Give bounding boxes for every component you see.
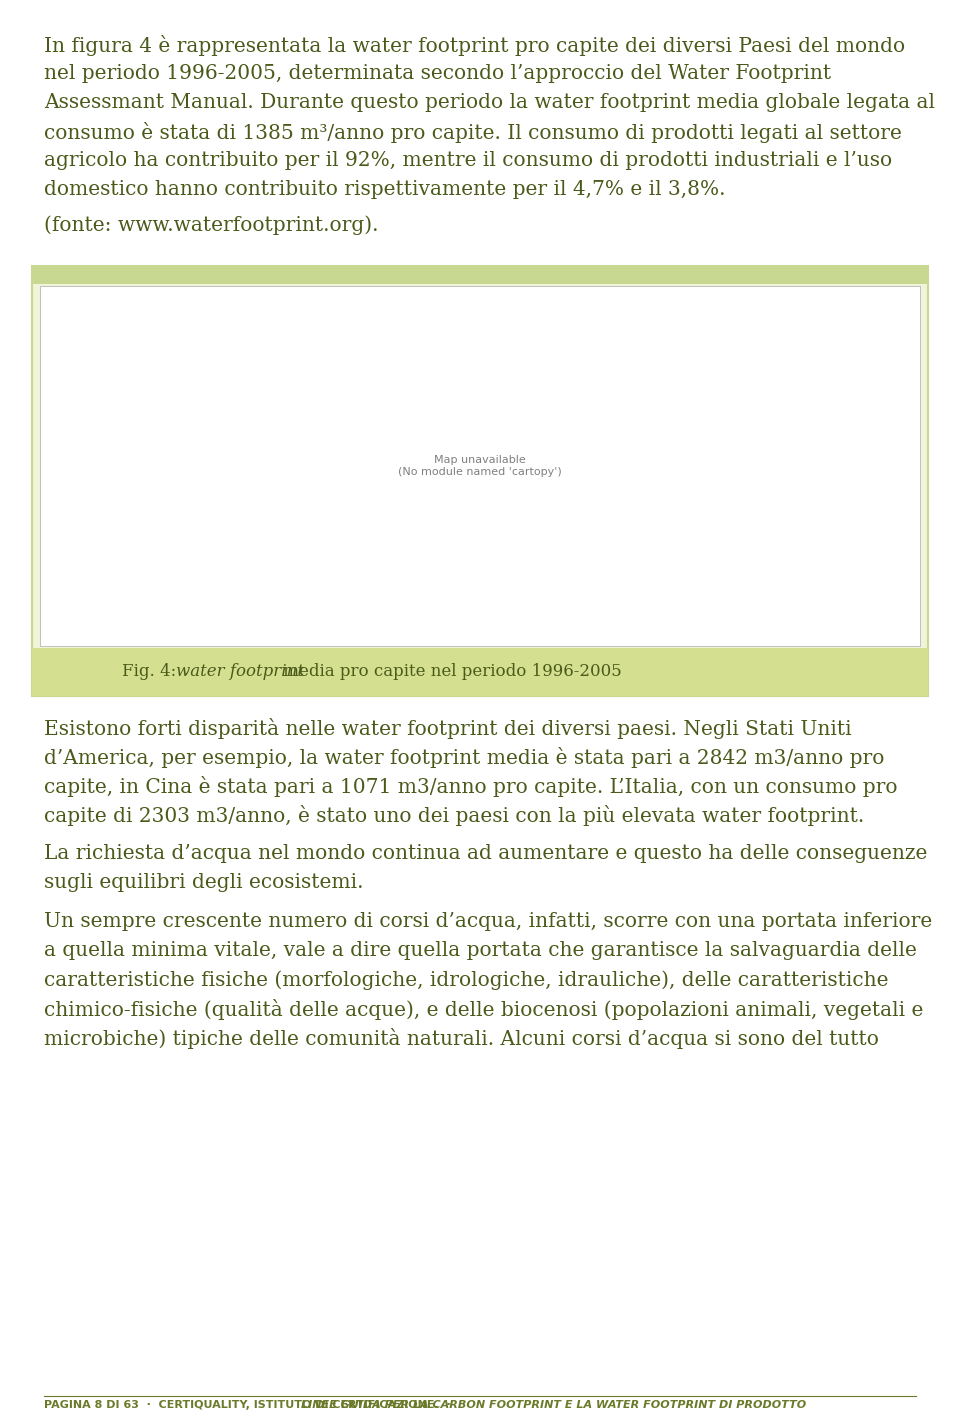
- Text: nel periodo 1996-2005, determinata secondo l’approccio del Water Footprint: nel periodo 1996-2005, determinata secon…: [44, 64, 831, 83]
- Text: media pro capite nel periodo 1996-2005: media pro capite nel periodo 1996-2005: [278, 664, 622, 681]
- Text: Un sempre crescente numero di corsi d’acqua, infatti, scorre con una portata inf: Un sempre crescente numero di corsi d’ac…: [44, 912, 932, 931]
- Text: Assessmant Manual. Durante questo periodo la water footprint media globale legat: Assessmant Manual. Durante questo period…: [44, 93, 935, 111]
- Text: Fig. 4:: Fig. 4:: [122, 664, 181, 681]
- Bar: [40, 286, 920, 645]
- Bar: [32, 266, 928, 695]
- Text: chimico-fisiche (qualità delle acque), e delle biocenosi (popolazioni animali, v: chimico-fisiche (qualità delle acque), e…: [44, 1000, 924, 1020]
- Text: agricolo ha contribuito per il 92%, mentre il consumo di prodotti industriali e : agricolo ha contribuito per il 92%, ment…: [44, 151, 892, 170]
- Text: caratteristiche fisiche (morfologiche, idrologiche, idrauliche), delle caratteri: caratteristiche fisiche (morfologiche, i…: [44, 970, 889, 990]
- Text: capite di 2303 m3/anno, è stato uno dei paesi con la più elevata water footprint: capite di 2303 m3/anno, è stato uno dei …: [44, 805, 864, 825]
- Text: domestico hanno contribuito rispettivamente per il 4,7% e il 3,8%.: domestico hanno contribuito rispettivame…: [44, 180, 726, 198]
- Text: d’America, per esempio, la water footprint media è stata pari a 2842 m3/anno pro: d’America, per esempio, la water footpri…: [44, 747, 884, 768]
- Text: LINEE GUIDA PER LA CARBON FOOTPRINT E LA WATER FOOTPRINT DI PRODOTTO: LINEE GUIDA PER LA CARBON FOOTPRINT E LA…: [301, 1399, 806, 1409]
- Text: consumo è stata di 1385 m³/anno pro capite. Il consumo di prodotti legati al set: consumo è stata di 1385 m³/anno pro capi…: [44, 121, 901, 143]
- Text: sugli equilibri degli ecosistemi.: sugli equilibri degli ecosistemi.: [44, 873, 364, 892]
- Text: water footprint: water footprint: [177, 664, 304, 681]
- Text: In figura 4 è rappresentata la water footprint pro capite dei diversi Paesi del : In figura 4 è rappresentata la water foo…: [44, 36, 905, 56]
- Text: Esistono forti disparità nelle water footprint dei diversi paesi. Negli Stati Un: Esistono forti disparità nelle water foo…: [44, 718, 852, 740]
- Text: a quella minima vitale, vale a dire quella portata che garantisce la salvaguardi: a quella minima vitale, vale a dire quel…: [44, 941, 917, 960]
- Text: La richiesta d’acqua nel mondo continua ad aumentare e questo ha delle conseguen: La richiesta d’acqua nel mondo continua …: [44, 844, 927, 863]
- Text: microbiche) tipiche delle comunità naturali. Alcuni corsi d’acqua si sono del tu: microbiche) tipiche delle comunità natur…: [44, 1028, 878, 1050]
- Text: PAGINA 8 DI 63  ·  CERTIQUALITY, ISTITUTO DI CERTIFICAZIONE.  ·: PAGINA 8 DI 63 · CERTIQUALITY, ISTITUTO …: [44, 1399, 459, 1409]
- Text: Map unavailable
(No module named 'cartopy'): Map unavailable (No module named 'cartop…: [398, 456, 562, 477]
- Bar: [32, 648, 928, 695]
- Bar: [32, 266, 928, 284]
- Text: capite, in Cina è stata pari a 1071 m3/anno pro capite. L’Italia, con un consumo: capite, in Cina è stata pari a 1071 m3/a…: [44, 775, 898, 797]
- Text: (fonte: www.waterfootprint.org).: (fonte: www.waterfootprint.org).: [44, 216, 378, 234]
